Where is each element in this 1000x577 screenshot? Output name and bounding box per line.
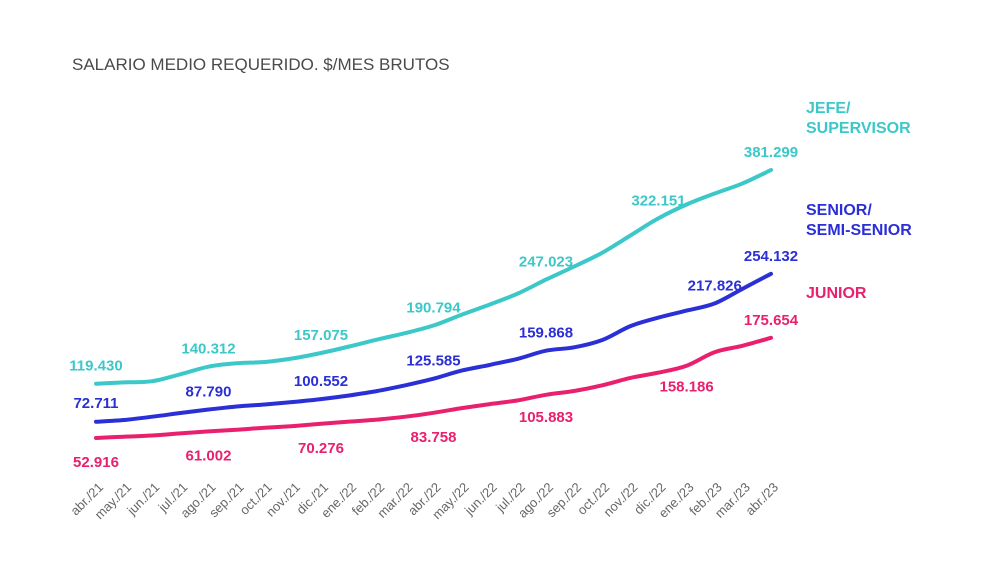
data-label-jefe: 140.312 [181,341,235,358]
series-line-jefe [94,168,773,386]
data-label-jefe: 322.151 [631,192,685,209]
series-name-jefe: SUPERVISOR [806,120,911,137]
data-label-senior: 100.552 [294,373,348,390]
series-line-senior [94,271,773,424]
data-label-senior: 254.132 [744,248,798,265]
data-label-senior: 217.826 [688,277,742,294]
data-label-junior: 70.276 [298,440,344,457]
data-label-jefe: 119.430 [69,358,122,375]
data-label-senior: 72.711 [73,395,118,412]
data-label-junior: 61.002 [186,447,232,464]
series-name-jefe: JEFE/ [806,100,851,117]
x-axis: abr./21may./21jun./21jul./21ago./21sep./… [67,480,781,523]
data-label-jefe: 157.075 [294,327,348,344]
data-label-jefe: 381.299 [744,144,798,161]
data-label-senior: 125.585 [406,353,460,370]
series-names: JEFE/SUPERVISOR SENIOR/SEMI-SENIOR JUNIOR [806,100,912,302]
data-label-junior: 175.654 [744,312,799,329]
data-label-senior: 159.868 [519,325,573,342]
data-label-junior: 158.186 [660,379,714,396]
series-lines [94,168,773,440]
chart-title: SALARIO MEDIO REQUERIDO. $/MES BRUTOS [72,55,450,74]
series-name-senior: SEMI-SENIOR [806,222,912,239]
data-label-junior: 105.883 [519,409,573,426]
data-label-jefe: 247.023 [519,254,573,271]
x-tick-label: abr./23 [742,480,781,519]
data-labels: 119.430 140.312 157.075 190.794 247.023 322.1… [69,144,798,471]
data-label-junior: 52.916 [73,454,119,471]
data-label-jefe: 190.794 [406,299,461,316]
series-name-junior: JUNIOR [806,285,867,302]
data-label-senior: 87.790 [186,384,232,401]
series-name-senior: SENIOR/ [806,202,872,219]
data-label-junior: 83.758 [411,429,457,446]
series-line-junior [94,335,773,440]
